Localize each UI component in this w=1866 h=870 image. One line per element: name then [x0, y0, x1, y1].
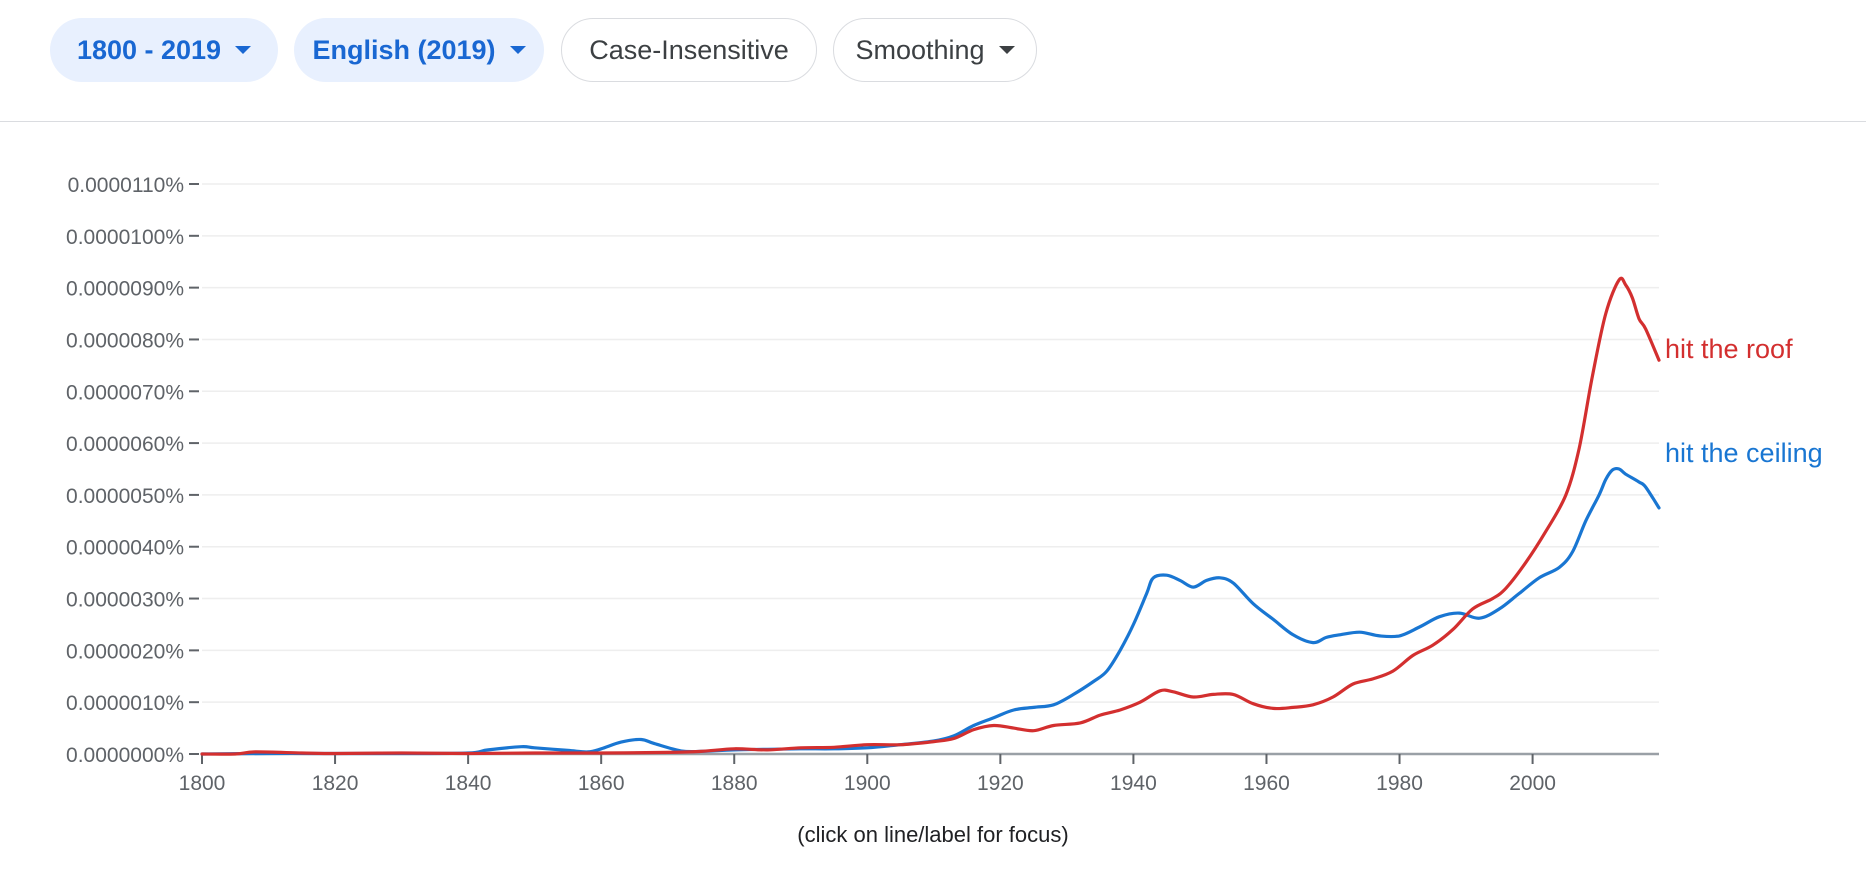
chevron-down-icon	[998, 46, 1015, 54]
y-tick-label: 0.0000110%	[68, 174, 184, 197]
y-tick-label: 0.0000050%	[66, 485, 184, 508]
x-tick-label: 1900	[844, 772, 891, 795]
year-range-dropdown[interactable]: 1800 - 2019	[50, 18, 278, 82]
smoothing-dropdown[interactable]: Smoothing	[833, 18, 1037, 82]
x-tick-label: 1820	[312, 772, 359, 795]
y-tick-label: 0.0000080%	[66, 329, 184, 352]
x-tick-label: 1860	[578, 772, 625, 795]
chevron-down-icon	[509, 46, 526, 54]
series-lines: hit the ceiling hit the roof	[200, 276, 1823, 756]
focus-hint: (click on line/label for focus)	[797, 822, 1069, 847]
series-label-hit-the-roof: hit the roof	[1665, 334, 1793, 364]
x-tick-label: 1920	[977, 772, 1024, 795]
corpus-dropdown[interactable]: English (2019)	[294, 18, 544, 82]
y-tick-label: 0.0000090%	[66, 278, 184, 301]
case-insensitive-toggle[interactable]: Case-Insensitive	[561, 18, 817, 82]
y-tick-label: 0.0000020%	[66, 640, 184, 663]
x-tick-label: 1840	[445, 772, 492, 795]
y-tick-label: 0.0000040%	[66, 537, 184, 560]
y-tick-label: 0.0000060%	[66, 433, 184, 456]
x-axis: 1800 1820 1840 1860 1880 1900 1920 1940 1960 1980…	[179, 752, 1659, 795]
year-range-label: 1800 - 2019	[76, 34, 222, 65]
y-tick-label: 0.0000100%	[66, 226, 184, 249]
case-insensitive-label: Case-Insensitive	[589, 34, 789, 65]
x-tick-label: 1980	[1376, 772, 1423, 795]
y-axis: 0.0000000% 0.0000010% 0.0000020% 0.0000030%…	[66, 174, 199, 767]
y-tick-label: 0.0000030%	[66, 589, 184, 612]
gridlines	[202, 183, 1659, 703]
ngram-chart: 0.0000000% 0.0000010% 0.0000020% 0.0000030%…	[66, 174, 1823, 795]
y-tick-label: 0.0000000%	[66, 744, 184, 767]
toolbar: 1800 - 2019 English (2019) Case-Insensit…	[0, 0, 1866, 122]
chevron-down-icon	[235, 46, 252, 54]
x-tick-label: 1940	[1110, 772, 1157, 795]
series-line-hit-the-roof	[200, 276, 1661, 756]
corpus-label: English (2019)	[312, 34, 496, 65]
y-tick-label: 0.0000010%	[66, 692, 184, 715]
x-tick-label: 1960	[1243, 772, 1290, 795]
x-tick-label: 1880	[711, 772, 758, 795]
smoothing-label: Smoothing	[855, 34, 985, 65]
series-line-hit-the-ceiling	[200, 466, 1661, 756]
y-tick-label: 0.0000070%	[66, 381, 184, 404]
x-tick-label: 2000	[1509, 772, 1556, 795]
series-label-hit-the-ceiling: hit the ceiling	[1665, 438, 1823, 468]
x-tick-label: 1800	[179, 772, 226, 795]
